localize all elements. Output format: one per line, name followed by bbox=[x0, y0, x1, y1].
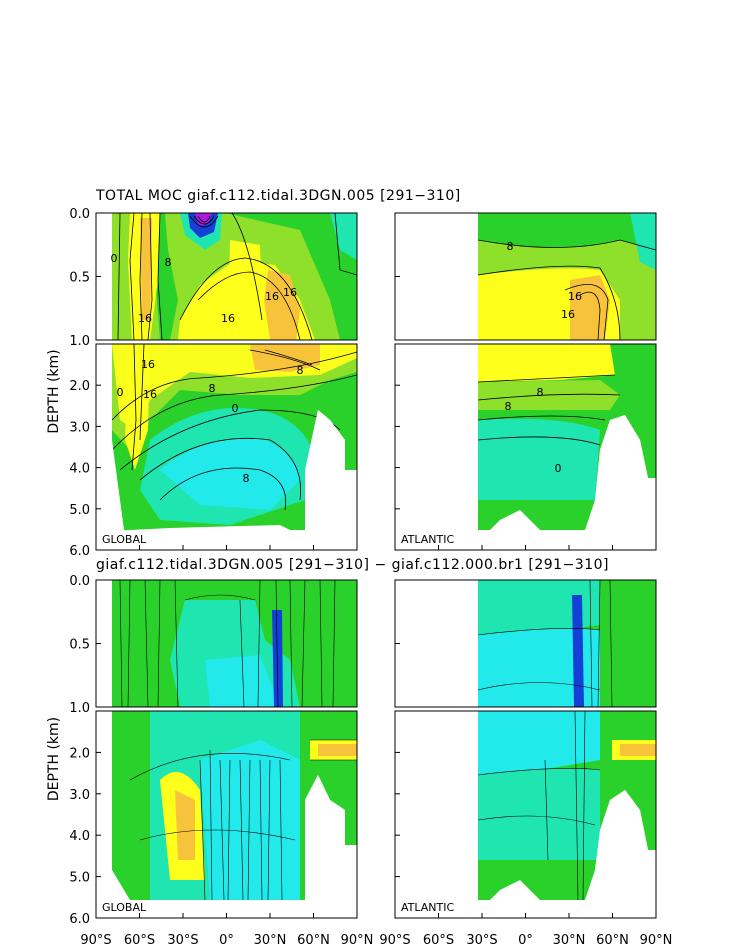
x-tick-label: 90°N bbox=[341, 933, 374, 945]
contour-label: 8 bbox=[537, 386, 544, 399]
contour-label: 16 bbox=[141, 358, 155, 371]
contour-label: 16 bbox=[568, 290, 582, 303]
contour-label: 8 bbox=[165, 256, 172, 269]
atlantic-moc-upper-lines bbox=[477, 239, 656, 340]
global-moc-upper-contours bbox=[112, 213, 357, 340]
diff-atlantic-lower-lines bbox=[477, 711, 601, 901]
x-tick-label: 0° bbox=[219, 933, 234, 945]
top-title: TOTAL MOC giaf.c112.tidal.3DGN.005 [291−… bbox=[96, 188, 461, 204]
contour-label: 16 bbox=[283, 286, 297, 299]
y-tick-label: 0.5 bbox=[69, 271, 90, 286]
panel-label: GLOBAL bbox=[102, 901, 147, 914]
x-tick-label: 60°S bbox=[124, 933, 155, 945]
global-topography-mask bbox=[96, 344, 357, 550]
x-tick-label: 30°S bbox=[167, 933, 198, 945]
x-tick-label: 30°N bbox=[553, 933, 586, 945]
diff-global-topography-mask bbox=[96, 711, 357, 918]
contour-label: 8 bbox=[209, 382, 216, 395]
diff-global-lower-lines bbox=[129, 739, 357, 901]
atlantic-topography-mask bbox=[395, 344, 656, 550]
y-axis-label: DEPTH (km) bbox=[46, 349, 62, 433]
x-tick-label: 60°N bbox=[297, 933, 330, 945]
y-tick-label: 2.0 bbox=[69, 746, 90, 761]
x-tick-label: 30°N bbox=[254, 933, 287, 945]
x-tick-label: 90°S bbox=[80, 933, 111, 945]
y-tick-label: 5.0 bbox=[69, 871, 90, 886]
global-moc-upper-lines bbox=[117, 213, 357, 340]
panel-label: GLOBAL bbox=[102, 533, 147, 546]
y-tick-label: 3.0 bbox=[69, 788, 90, 803]
diff-global-upper-lines bbox=[119, 580, 336, 707]
panel-label: ATLANTIC bbox=[401, 901, 454, 914]
y-tick-label: 4.0 bbox=[69, 829, 90, 844]
atlantic-moc-lower-lines bbox=[477, 374, 621, 446]
y-tick-label: 4.0 bbox=[69, 462, 90, 477]
y-tick-label: 3.0 bbox=[69, 420, 90, 435]
bottom-title: giaf.c112.tidal.3DGN.005 [291−310] − gia… bbox=[96, 557, 609, 573]
x-tick-label: 0° bbox=[518, 933, 533, 945]
x-tick-label: 90°N bbox=[640, 933, 673, 945]
contour-label: 8 bbox=[505, 400, 512, 413]
y-tick-label: 1.0 bbox=[69, 334, 90, 349]
contour-label: 8 bbox=[243, 472, 250, 485]
panel-label: ATLANTIC bbox=[401, 533, 454, 546]
x-tick-label: 90°S bbox=[379, 933, 410, 945]
diff-global-lower-contours bbox=[112, 711, 357, 900]
y-tick-label: 6.0 bbox=[69, 912, 90, 927]
contour-label: 16 bbox=[265, 290, 279, 303]
x-tick-label: 30°S bbox=[466, 933, 497, 945]
axes-and-labels: 0.0 0.5 1.0 2.0 3.0 4.0 5.0 6.0 GLOBAL DEPTH (km)… bbox=[46, 207, 672, 945]
contour-label: 16 bbox=[138, 312, 152, 325]
y-tick-label: 1.0 bbox=[69, 701, 90, 716]
contour-label: 0 bbox=[232, 402, 239, 415]
y-tick-label: 0.5 bbox=[69, 638, 90, 653]
x-tick-label: 60°N bbox=[596, 933, 629, 945]
y-axis-label: DEPTH (km) bbox=[46, 717, 62, 801]
contour-label: 16 bbox=[143, 388, 157, 401]
contour-label: 16 bbox=[221, 312, 235, 325]
diff-atlantic-lower-contours bbox=[478, 711, 656, 900]
diff-atlantic-upper-lines bbox=[477, 580, 613, 707]
contour-label: 0 bbox=[111, 252, 118, 265]
x-tick-label: 60°S bbox=[423, 933, 454, 945]
y-tick-label: 5.0 bbox=[69, 503, 90, 518]
contour-label: 16 bbox=[561, 308, 575, 321]
y-tick-label: 2.0 bbox=[69, 379, 90, 394]
y-tick-label: 6.0 bbox=[69, 544, 90, 559]
atlantic-land-mask-upper bbox=[395, 213, 478, 340]
contour-label: 8 bbox=[507, 240, 514, 253]
diff-global-upper-contours bbox=[112, 580, 357, 707]
y-tick-label: 0.0 bbox=[69, 207, 90, 222]
contour-label: 0 bbox=[555, 462, 562, 475]
contour-label: 0 bbox=[117, 386, 124, 399]
diff-atlantic-land-mask-upper bbox=[395, 580, 478, 707]
y-tick-label: 0.0 bbox=[69, 574, 90, 589]
atlantic-moc-upper-contours bbox=[478, 213, 656, 340]
contour-label: 8 bbox=[297, 364, 304, 377]
global-moc-lower-contours bbox=[112, 344, 357, 530]
diff-atlantic-topography-mask bbox=[395, 711, 656, 918]
diff-atlantic-upper-contours bbox=[478, 580, 656, 707]
